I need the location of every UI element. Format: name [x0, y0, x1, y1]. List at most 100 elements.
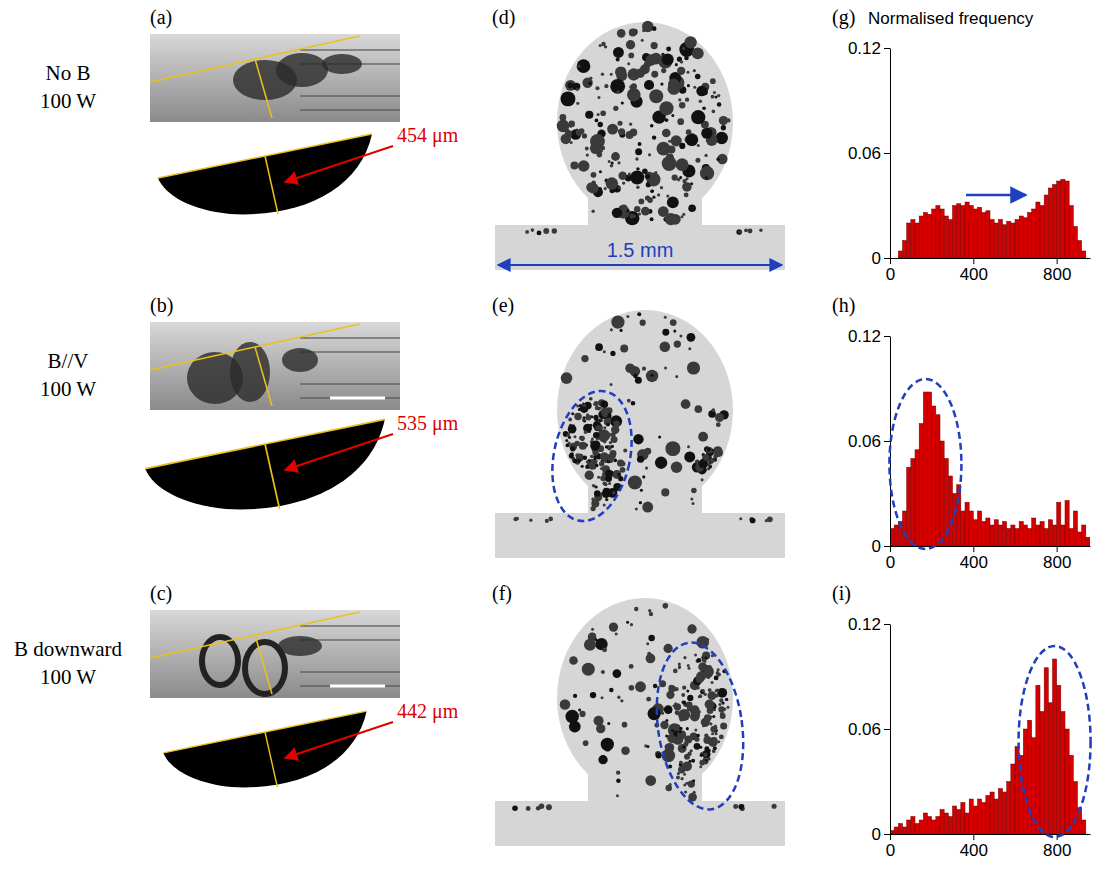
- pore: [618, 121, 623, 126]
- pore: [604, 187, 607, 190]
- pore: [609, 441, 612, 444]
- pore: [701, 128, 712, 139]
- pore: [630, 129, 638, 137]
- bar: [911, 220, 915, 259]
- pore: [578, 160, 590, 172]
- pore: [699, 100, 702, 103]
- pore: [582, 403, 586, 407]
- ct-bead-neck: [588, 726, 702, 804]
- bar: [957, 204, 961, 258]
- pore: [570, 446, 575, 451]
- pore: [679, 334, 682, 337]
- bar: [961, 803, 965, 835]
- photo: [150, 34, 400, 122]
- pore: [652, 196, 655, 199]
- pore: [680, 777, 683, 780]
- pore: [607, 419, 611, 423]
- pore: [684, 36, 696, 48]
- panel-label: (g): [832, 6, 855, 29]
- pore: [631, 401, 636, 406]
- bar: [940, 441, 944, 546]
- bar: [973, 806, 977, 834]
- pore: [666, 194, 669, 197]
- tick-label: 800: [1043, 265, 1071, 284]
- pore: [687, 664, 690, 667]
- pore: [569, 656, 578, 665]
- pore: [715, 413, 724, 422]
- pore: [622, 722, 628, 728]
- pore: [669, 685, 673, 689]
- tick-label: 0: [872, 537, 881, 556]
- pore: [568, 442, 571, 445]
- pore: [688, 204, 696, 212]
- bar: [944, 813, 948, 834]
- pore: [686, 727, 689, 730]
- ct-pores: [514, 312, 773, 523]
- pore: [621, 746, 630, 755]
- pore: [698, 695, 701, 698]
- bar: [1007, 782, 1011, 835]
- melt-pool-shape: [163, 711, 366, 787]
- pore: [611, 161, 614, 164]
- pore: [702, 659, 705, 662]
- pore: [628, 475, 642, 489]
- pore: [664, 705, 673, 714]
- bar: [1019, 216, 1023, 258]
- pore: [589, 424, 592, 427]
- pore: [660, 82, 663, 85]
- pore: [651, 42, 658, 49]
- pore: [707, 448, 711, 452]
- pore: [601, 42, 606, 47]
- pore: [633, 434, 643, 444]
- pore: [662, 156, 677, 171]
- pore: [682, 213, 685, 216]
- photo-streak: [300, 671, 400, 673]
- bar: [1007, 529, 1011, 547]
- pore: [642, 29, 645, 32]
- pore: [642, 502, 653, 513]
- pore: [594, 638, 597, 641]
- pore: [611, 426, 619, 434]
- pore: [629, 664, 634, 669]
- pore: [579, 711, 585, 717]
- bar: [973, 520, 977, 546]
- figure: No B100 W(a)454 μm(d)1.5 mmB//V100 W(b)5…: [0, 0, 1107, 875]
- pore: [632, 214, 636, 218]
- pore: [613, 106, 618, 111]
- pore: [515, 517, 519, 521]
- tick-label: 0.06: [848, 720, 881, 739]
- pore: [609, 622, 618, 631]
- pore: [681, 693, 685, 697]
- pore: [744, 228, 748, 232]
- bar: [1032, 518, 1036, 546]
- pore: [590, 506, 595, 511]
- bar: [1069, 206, 1073, 259]
- bar: [923, 392, 927, 546]
- depth-arrow: [285, 722, 393, 758]
- pore: [715, 449, 723, 457]
- pore: [635, 508, 638, 511]
- pore: [589, 633, 596, 640]
- pore: [765, 519, 768, 522]
- pore: [512, 805, 518, 811]
- pore: [702, 724, 705, 727]
- melt-pool: [163, 711, 366, 787]
- pore: [635, 157, 638, 160]
- bar: [1036, 202, 1040, 258]
- pore: [701, 664, 705, 668]
- pore: [684, 56, 689, 61]
- pore: [626, 40, 635, 49]
- pore: [603, 503, 606, 506]
- pore: [589, 397, 593, 401]
- depth-label: 442 μm: [397, 700, 459, 723]
- bar: [1069, 529, 1073, 547]
- pore: [686, 129, 692, 135]
- pore: [673, 669, 678, 674]
- pore: [652, 43, 656, 47]
- pore: [648, 707, 661, 720]
- pore: [626, 315, 629, 318]
- pore: [675, 63, 678, 66]
- tick-mark: [890, 834, 891, 840]
- pore: [531, 228, 535, 232]
- pore: [537, 230, 542, 235]
